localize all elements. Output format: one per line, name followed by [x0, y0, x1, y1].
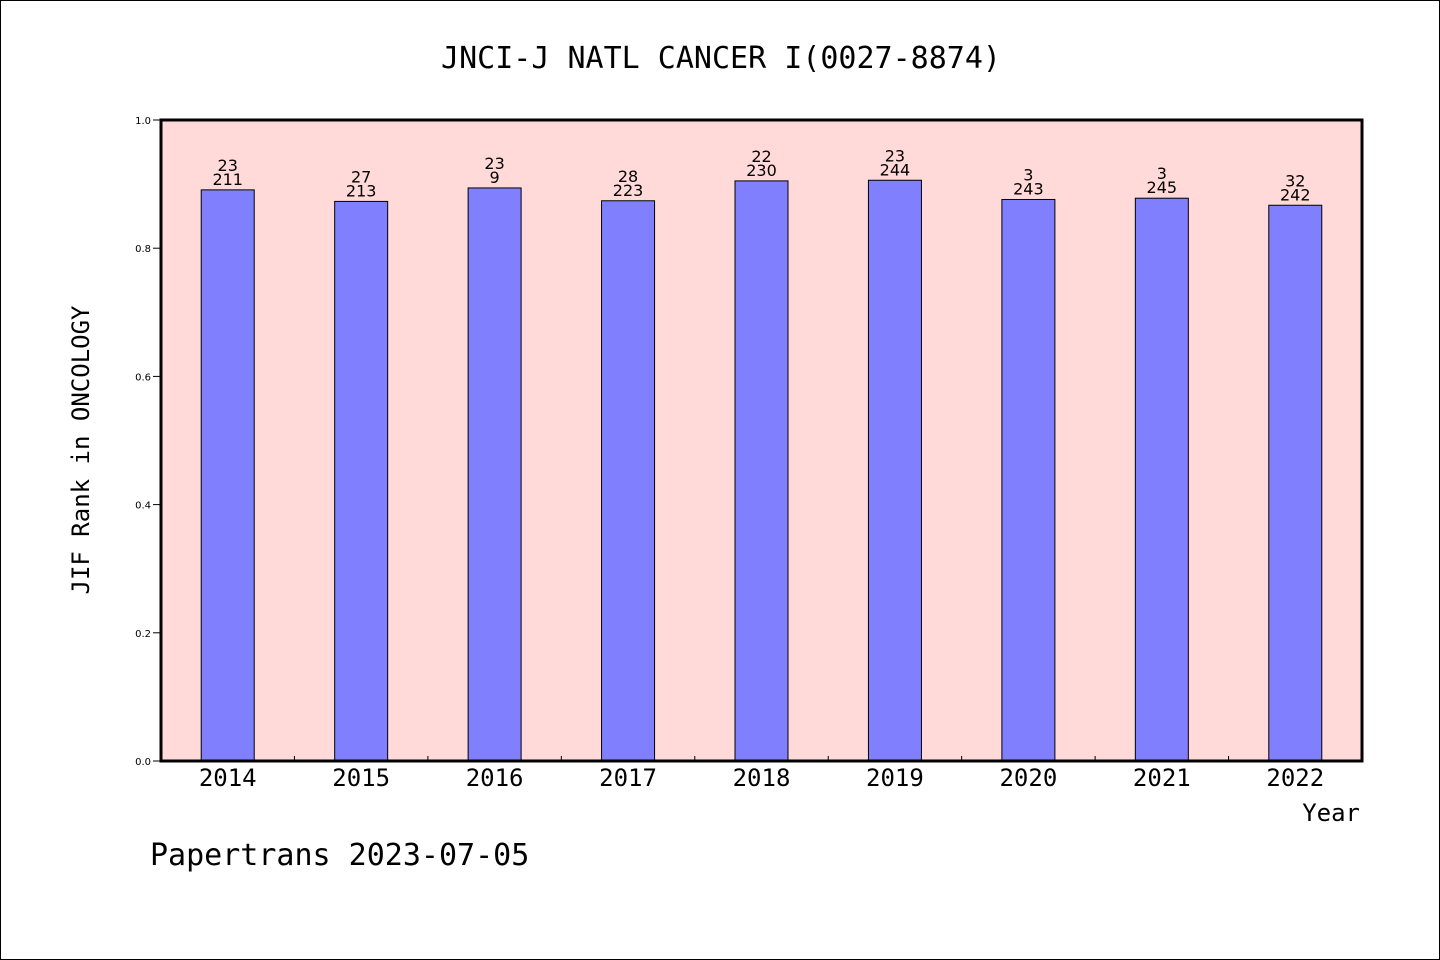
bar-total-label: 213	[346, 181, 377, 200]
bar-2016	[467, 187, 522, 762]
bar-rank-label: 3	[1157, 164, 1167, 183]
x-tick-label: 2022	[1266, 764, 1324, 792]
x-tick-label: 2018	[733, 764, 791, 792]
bar-rank-label: 23	[885, 146, 905, 165]
bar-total-label: 223	[613, 181, 644, 200]
bar-total-label: 243	[1013, 179, 1044, 198]
bar-2021	[1134, 197, 1189, 762]
y-tick-label: 1.0	[135, 116, 151, 127]
bar-rank-label: 3	[1023, 165, 1033, 184]
y-tick-label: 0.0	[135, 757, 151, 768]
bar-total-label: 244	[880, 160, 911, 179]
bar-rank-label: 27	[351, 167, 371, 186]
bar-rank-label: 28	[618, 167, 638, 186]
bar-rank-label: 22	[751, 147, 771, 166]
footer-credit: Papertrans 2023-07-05	[150, 838, 529, 873]
bar-2014	[200, 189, 255, 762]
x-axis: 2014 2015 2016 2017 2018 2019 2020 2021 2022	[199, 756, 1324, 792]
bar-2022	[1268, 204, 1323, 762]
plot-frame	[159, 118, 1364, 763]
bar-2020	[1001, 198, 1056, 762]
bar-rank-label: 23	[218, 156, 238, 175]
bars-layer	[200, 179, 1323, 762]
bar-2018	[734, 180, 789, 762]
y-axis-title: JIF Rank in ONCOLOGY	[67, 305, 95, 595]
bar-rank-label: 23	[484, 154, 504, 173]
bar-2015	[334, 200, 389, 762]
y-tick-label: 0.8	[135, 244, 151, 255]
y-tick-label: 0.2	[135, 629, 151, 640]
x-tick-label: 2019	[866, 764, 924, 792]
x-axis-title: Year	[1302, 799, 1360, 827]
x-tick-label: 2016	[466, 764, 524, 792]
bar-total-label: 9	[490, 168, 500, 187]
bar-total-label: 242	[1280, 185, 1311, 204]
y-tick-label: 0.4	[135, 501, 151, 512]
bar-rank-label: 32	[1285, 171, 1305, 190]
x-tick-label: 2020	[999, 764, 1057, 792]
x-tick-label: 2015	[332, 764, 390, 792]
bar-2017	[601, 200, 656, 762]
bar-total-label: 230	[746, 161, 777, 180]
bar-total-label: 245	[1147, 178, 1178, 197]
y-axis: 0.0 0.2 0.4 0.6 0.8 1.0	[135, 116, 161, 768]
x-tick-label: 2017	[599, 764, 657, 792]
chart-title: JNCI-J NATL CANCER I(0027-8874)	[441, 41, 1001, 76]
x-tick-label: 2021	[1133, 764, 1191, 792]
bar-total-label: 211	[212, 170, 243, 189]
y-tick-label: 0.6	[135, 372, 151, 383]
bar-2019	[867, 179, 922, 762]
x-tick-label: 2014	[199, 764, 257, 792]
